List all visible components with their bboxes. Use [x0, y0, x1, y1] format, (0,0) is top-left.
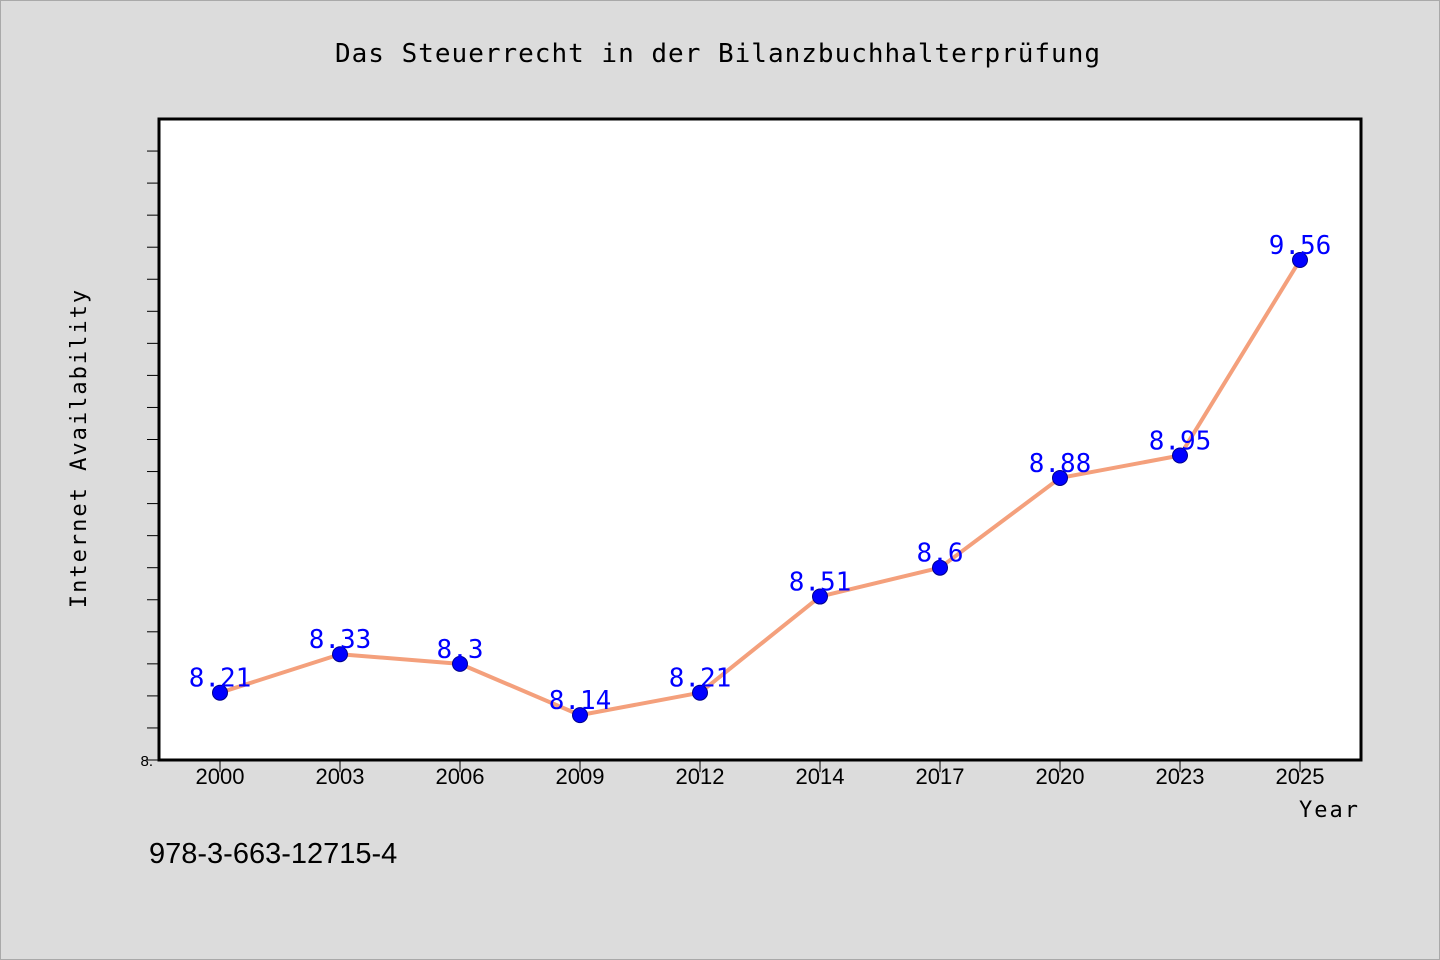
data-label: 8.95 — [1149, 427, 1212, 457]
data-label: 8.14 — [549, 686, 612, 716]
data-point — [572, 707, 588, 724]
x-tick-label: 2009 — [556, 764, 605, 789]
data-point — [332, 646, 348, 663]
data-label: 8.21 — [669, 664, 732, 694]
series-markers-group — [212, 252, 1308, 724]
series-line-group — [218, 258, 1302, 718]
x-tick-label: 2017 — [916, 764, 965, 789]
x-tick-label: 2014 — [796, 764, 845, 789]
data-point — [1052, 469, 1068, 486]
data-point — [212, 684, 228, 701]
data-label: 8.3 — [437, 635, 484, 665]
x-axis-ticks: 2000 2003 2006 2009 2012 2014 2017 2020 2023 2025 — [196, 760, 1325, 789]
y-axis-label: Internet Availability — [67, 288, 92, 608]
data-label: 9.56 — [1269, 231, 1332, 261]
y-tick-label: 8. — [140, 753, 153, 770]
data-point — [692, 684, 708, 701]
data-labels-group: 8.21 8.33 8.3 8.14 8.21 8.51 8.6 8.88 8.95 9.56 — [189, 231, 1332, 716]
data-label: 8.6 — [917, 539, 964, 569]
x-axis-label: Year — [1299, 798, 1360, 823]
data-label: 8.51 — [789, 568, 852, 598]
data-label: 8.88 — [1029, 449, 1092, 479]
x-tick-label: 2020 — [1036, 764, 1085, 789]
data-label: 8.21 — [189, 664, 252, 694]
data-label: 8.33 — [309, 625, 372, 655]
x-tick-label: 2025 — [1276, 764, 1325, 789]
y-axis-ticks: 8. — [140, 150, 159, 770]
plot-area — [157, 117, 1363, 762]
x-tick-label: 2012 — [676, 764, 725, 789]
x-tick-label: 2000 — [196, 764, 245, 789]
series-line — [218, 258, 1302, 718]
data-point — [812, 588, 828, 605]
data-point — [1292, 252, 1308, 269]
data-point — [452, 655, 468, 672]
x-tick-label: 2006 — [436, 764, 485, 789]
chart-title: Das Steuerrecht in der Bilanzbuchhalterp… — [335, 39, 1101, 69]
x-tick-label: 2023 — [1156, 764, 1205, 789]
x-tick-label: 2003 — [316, 764, 365, 789]
data-point — [932, 559, 948, 576]
isbn-text: 978-3-663-12715-4 — [149, 838, 397, 870]
data-point — [1172, 447, 1188, 464]
